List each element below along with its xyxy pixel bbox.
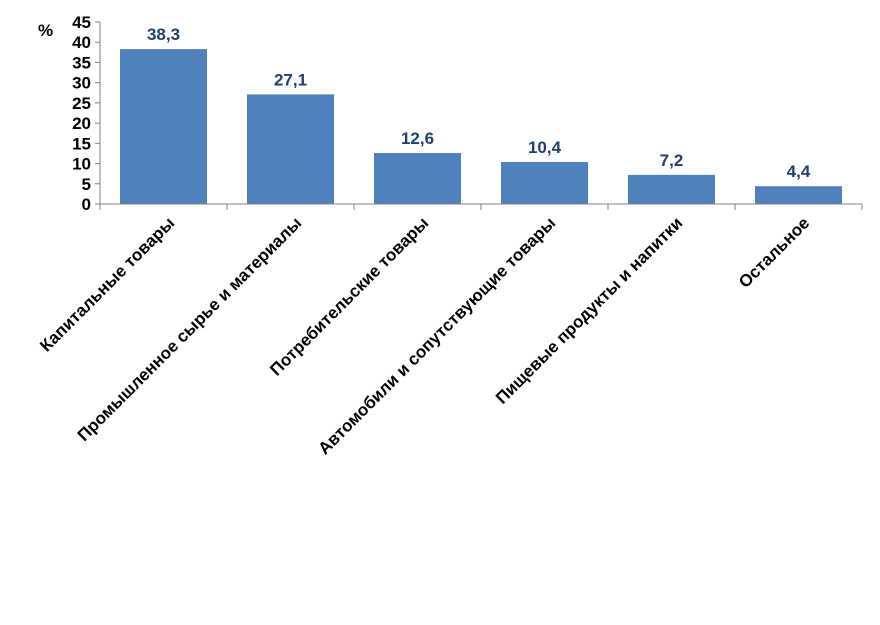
y-tick-label: 20 bbox=[72, 114, 91, 133]
category-label: Капитальные товары bbox=[36, 213, 178, 355]
category-label: Промышленное сырье и материалы bbox=[74, 213, 306, 445]
bar-value-label: 7,2 bbox=[660, 151, 684, 170]
y-tick-label: 35 bbox=[72, 53, 91, 72]
bar bbox=[120, 49, 207, 204]
y-axis-unit-label: % bbox=[38, 21, 53, 40]
y-tick-label: 5 bbox=[82, 175, 91, 194]
category-label: Автомобили и сопутствующие товары bbox=[314, 213, 559, 458]
bar bbox=[374, 153, 461, 204]
category-label: Остальное bbox=[735, 213, 813, 291]
bar bbox=[628, 174, 715, 204]
bar bbox=[755, 186, 842, 204]
bar-value-label: 4,4 bbox=[787, 162, 811, 181]
bars bbox=[120, 49, 842, 204]
y-tick-label: 40 bbox=[72, 33, 91, 52]
bar-value-label: 10,4 bbox=[528, 138, 562, 157]
y-tick-label: 10 bbox=[72, 155, 91, 174]
y-tick-label: 15 bbox=[72, 134, 91, 153]
bar bbox=[247, 94, 334, 204]
y-tick-label: 30 bbox=[72, 74, 91, 93]
y-tick-label: 0 bbox=[82, 195, 91, 214]
axes bbox=[99, 22, 863, 210]
y-tick-label: 45 bbox=[72, 13, 91, 32]
bar-value-label: 27,1 bbox=[274, 70, 307, 89]
bar-value-label: 12,6 bbox=[401, 129, 434, 148]
data-labels: 38,3 27,1 12,6 10,4 7,2 4,4 bbox=[147, 25, 811, 181]
bar-value-label: 38,3 bbox=[147, 25, 180, 44]
bar bbox=[501, 161, 588, 204]
y-tick-label: 25 bbox=[72, 94, 91, 113]
